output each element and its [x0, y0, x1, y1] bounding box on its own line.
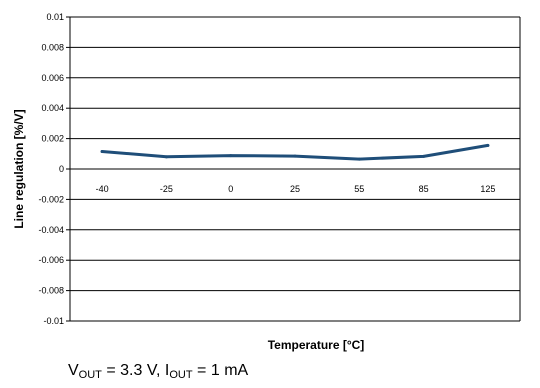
y-tick-label: -0.008 — [38, 286, 64, 296]
y-tick-labels: 0.01 0.008 0.006 0.004 0.002 0 -0.002 -0.004 -0.… — [38, 12, 64, 326]
x-tick-label: 85 — [419, 184, 429, 194]
line-chart: 0.01 0.008 0.006 0.004 0.002 0 -0.002 -0.004 -0.… — [12, 12, 521, 352]
y-tick-label: -0.004 — [38, 225, 64, 235]
x-tick-label: 0 — [228, 184, 233, 194]
x-tick-label: 25 — [290, 184, 300, 194]
y-tick-label: -0.002 — [38, 194, 64, 204]
y-tick-label: 0.002 — [41, 134, 64, 144]
gridlines — [66, 16, 521, 322]
series-lines — [100, 143, 490, 161]
data-point — [357, 157, 361, 161]
data-point — [229, 154, 233, 158]
test-conditions: VOUT = 3.3 V, IOUT = 1 mA — [68, 362, 248, 381]
data-point — [486, 143, 490, 147]
y-tick-label: 0.004 — [41, 103, 64, 113]
y-tick-label: 0 — [59, 164, 64, 174]
x-tick-label: -25 — [160, 184, 173, 194]
y-tick-label: 0.008 — [41, 42, 64, 52]
vout-symbol: V — [68, 362, 79, 379]
x-tick-labels: -40 -25 0 25 55 85 125 — [96, 184, 496, 194]
x-axis-label: Temperature [°C] — [268, 338, 365, 352]
x-tick-label: -40 — [96, 184, 109, 194]
x-tick-label: 55 — [354, 184, 364, 194]
y-tick-label: 0.01 — [46, 12, 64, 22]
y-tick-label: -0.006 — [38, 255, 64, 265]
vout-value: = 3.3 V, — [101, 362, 165, 379]
data-point — [293, 154, 297, 158]
vout-subscript: OUT — [78, 369, 102, 381]
y-axis-label: Line regulation [%/V] — [12, 109, 26, 228]
data-point — [164, 155, 168, 159]
data-point — [422, 154, 426, 158]
y-tick-label: 0.006 — [41, 73, 64, 83]
x-tick-label: 125 — [480, 184, 495, 194]
iout-symbol: I — [164, 362, 170, 379]
y-tick-label: -0.01 — [43, 316, 64, 326]
data-point — [100, 150, 104, 154]
iout-value: = 1 mA — [192, 362, 249, 379]
iout-subscript: OUT — [169, 369, 193, 381]
